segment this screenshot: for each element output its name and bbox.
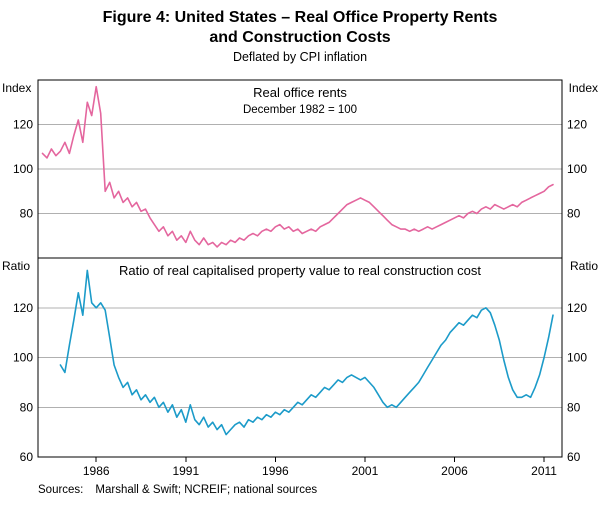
y-axis-label-left: 100 bbox=[13, 351, 33, 365]
y-axis-label-left: 100 bbox=[13, 162, 33, 176]
figure-page: Figure 4: United States – Real Office Pr… bbox=[0, 0, 600, 496]
sources-note: Sources: Marshall & Swift; NCREIF; nation… bbox=[38, 484, 600, 496]
figure-subtitle: Deflated by CPI inflation bbox=[232, 50, 368, 64]
y-axis-label-left: 60 bbox=[20, 450, 34, 464]
sources-text: Marshall & Swift; NCREIF; national sourc… bbox=[95, 484, 318, 496]
y-axis-label-right: 100 bbox=[567, 162, 587, 176]
panel-subtitle: December 1982 = 100 bbox=[243, 104, 357, 116]
axis-unit-label-left: Index bbox=[2, 81, 31, 95]
y-axis-label-right: 80 bbox=[567, 400, 581, 414]
y-axis-label-right: 120 bbox=[567, 118, 587, 132]
x-axis-label: 2011 bbox=[531, 464, 557, 478]
y-axis-label-left: 120 bbox=[13, 118, 33, 132]
y-axis-label-left: 80 bbox=[20, 400, 34, 414]
plot-frame bbox=[37, 79, 563, 458]
y-axis-label-left: 80 bbox=[20, 207, 34, 221]
y-axis-label-right: 120 bbox=[567, 301, 587, 315]
axis-unit-label-right: Ratio bbox=[570, 259, 598, 273]
x-axis-label: 2001 bbox=[352, 464, 379, 478]
x-axis-label: 1996 bbox=[262, 464, 289, 478]
y-axis-label-right: 60 bbox=[567, 450, 581, 464]
y-axis-label-right: 100 bbox=[567, 351, 587, 365]
y-axis-label-right: 80 bbox=[567, 207, 581, 221]
x-axis-label: 1986 bbox=[83, 464, 110, 478]
chart-svg: 80 80 100 100 120 120 Index Index Real office re… bbox=[2, 79, 598, 478]
figure-title-line2: and Construction Costs bbox=[209, 29, 391, 46]
axis-unit-label-left: Ratio bbox=[2, 259, 30, 273]
x-axis-label: 1991 bbox=[172, 464, 199, 478]
series-line bbox=[59, 269, 554, 436]
chart-area: 80 80 100 100 120 120 Index Index Real office re… bbox=[0, 72, 600, 482]
axis-unit-label-right: Index bbox=[569, 81, 598, 95]
sources-label: Sources: bbox=[38, 484, 84, 496]
panel-title: Real office rents bbox=[253, 85, 347, 100]
panel-title: Ratio of real capitalised property value… bbox=[119, 263, 481, 278]
figure-title-line1: Figure 4: United States – Real Office Pr… bbox=[102, 9, 498, 26]
figure-header: Figure 4: United States – Real Office Pr… bbox=[0, 0, 600, 66]
y-axis-label-left: 120 bbox=[13, 301, 33, 315]
x-axis-label: 2006 bbox=[441, 464, 468, 478]
series-line bbox=[41, 85, 554, 248]
